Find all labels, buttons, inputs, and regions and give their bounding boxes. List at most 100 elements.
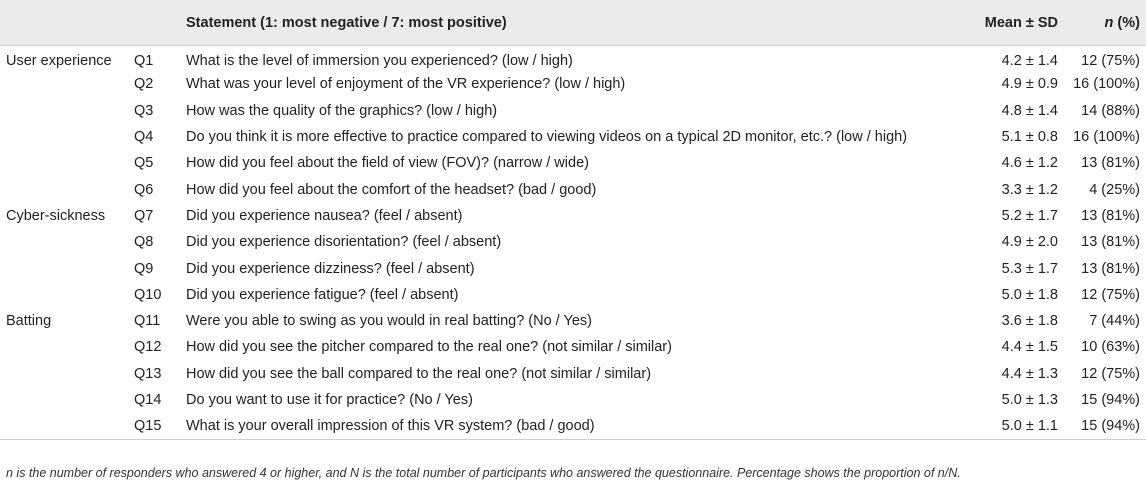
- row-statement: What was your level of enjoyment of the …: [186, 76, 626, 93]
- row-mean-sd: 5.0 ± 1.1: [962, 413, 1072, 440]
- row-question-id: Q7: [134, 207, 154, 224]
- row-statement: Were you able to swing as you would in r…: [186, 313, 592, 330]
- row-question-id: Q14: [134, 392, 162, 408]
- row-question-id: Q11: [134, 313, 161, 330]
- row-question-id: Q13: [134, 365, 162, 382]
- row-n-percent: 15 (94%): [1072, 413, 1146, 440]
- table-row: Q2 What was your level of enjoyment of th…: [0, 71, 1146, 97]
- table-footnote: n is the number of responders who answer…: [6, 466, 961, 480]
- row-mean-sd: 4.8 ± 1.4: [1001, 102, 1058, 119]
- row-statement: How did you see the ball compared to the…: [186, 365, 652, 382]
- table-row: Q15 What is your overall impression of th…: [0, 413, 1146, 440]
- row-mean-sd: 3.6 ± 1.8: [1001, 313, 1058, 330]
- row-question-id: Q4: [134, 129, 154, 146]
- header-mean-sd: Mean ± SD: [984, 14, 1058, 31]
- row-n-percent: 13 (81%): [1081, 207, 1140, 224]
- row-n-percent: 15 (94%): [1081, 392, 1140, 408]
- row-mean-sd: 4.9 ± 2.0: [1001, 234, 1058, 251]
- header-divider: [0, 45, 1146, 46]
- row-n-percent: 10 (63%): [1081, 339, 1140, 356]
- survey-table: Statement (1: most negative / 7: most po…: [0, 0, 1146, 440]
- row-question-id: Q10: [134, 286, 162, 303]
- row-category: [0, 282, 134, 308]
- row-mean-sd: 5.2 ± 1.7: [1001, 207, 1058, 224]
- row-n-percent: 4 (25%): [1089, 181, 1140, 198]
- row-mean-sd: 5.3 ± 1.7: [1001, 260, 1058, 277]
- row-question-id: Q5: [134, 155, 154, 172]
- header-n-suffix: (%): [1113, 14, 1140, 31]
- row-category: [0, 387, 134, 413]
- header-category: [0, 0, 134, 45]
- table-row: User experience Q1 What is the level of im…: [0, 45, 1146, 71]
- row-category: [0, 124, 134, 150]
- row-category: [0, 334, 134, 360]
- row-category: Cyber-sickness: [6, 207, 106, 224]
- row-mean-sd: 3.3 ± 1.2: [1001, 181, 1058, 198]
- table-row: Q4 Do you think it is more effective to p…: [0, 124, 1146, 150]
- row-question-id: Q12: [134, 339, 162, 356]
- row-mean-sd: 4.4 ± 1.3: [1001, 365, 1058, 382]
- row-statement: Do you think it is more effective to pra…: [186, 129, 908, 146]
- row-mean-sd: 4.9 ± 0.9: [1001, 76, 1058, 93]
- row-question-id: Q6: [134, 181, 154, 198]
- row-category: User experience: [6, 53, 112, 70]
- table-row: Q5 How did you feel about the field of vi…: [0, 150, 1146, 176]
- row-statement: Did you experience disorientation? (feel…: [186, 234, 502, 251]
- table-row: Q6 How did you feel about the comfort of …: [0, 176, 1146, 202]
- row-statement: How did you feel about the field of view…: [186, 155, 589, 172]
- row-category: [0, 176, 134, 202]
- row-n-percent: 13 (81%): [1081, 155, 1140, 172]
- table-body: User experience Q1 What is the level of im…: [0, 45, 1146, 440]
- row-question-id: Q9: [134, 260, 154, 277]
- row-mean-sd: 4.2 ± 1.4: [1001, 53, 1058, 70]
- header-n-italic: n: [1104, 14, 1114, 31]
- row-mean-sd: 5.0 ± 1.8: [1001, 286, 1058, 303]
- row-statement: What is your overall impression of this …: [184, 413, 962, 440]
- header-n-percent: n (%): [1072, 0, 1146, 45]
- row-statement: What is the level of immersion you exper…: [186, 53, 573, 70]
- table-row: Q12 How did you see the pitcher compared …: [0, 334, 1146, 360]
- row-category: [0, 150, 134, 176]
- row-n-percent: 7 (44%): [1089, 313, 1140, 330]
- row-statement: Did you experience fatigue? (feel / abse…: [186, 286, 459, 303]
- table-row: Q14 Do you want to use it for practice? (…: [0, 387, 1146, 413]
- row-statement: How did you see the pitcher compared to …: [186, 339, 672, 356]
- table-row: Q3 How was the quality of the graphics? (…: [0, 98, 1146, 124]
- row-mean-sd: 4.6 ± 1.2: [1001, 155, 1058, 172]
- table-row: Q9 Did you experience dizziness? (feel / …: [0, 255, 1146, 281]
- row-category: [0, 229, 134, 255]
- row-category: Batting: [6, 313, 52, 330]
- row-n-percent: 12 (75%): [1081, 365, 1140, 382]
- table-row: Batting Q11 Were you able to swing as you …: [0, 308, 1146, 334]
- table-row: Q8 Did you experience disorientation? (fe…: [0, 229, 1146, 255]
- row-question-id: Q2: [134, 76, 154, 93]
- row-n-percent: 12 (75%): [1081, 286, 1140, 303]
- table-row: Cyber-sickness Q7 Did you experience nause…: [0, 203, 1146, 229]
- row-n-percent: 16 (100%): [1073, 76, 1140, 93]
- table-row: Q10 Did you experience fatigue? (feel / a…: [0, 282, 1146, 308]
- row-category: [0, 413, 134, 440]
- row-statement: Did you experience dizziness? (feel / ab…: [186, 260, 475, 277]
- row-n-percent: 13 (81%): [1081, 234, 1140, 251]
- row-question-id: Q15: [134, 413, 184, 440]
- row-statement: Did you experience nausea? (feel / absen…: [186, 207, 463, 224]
- header-row: Statement (1: most negative / 7: most po…: [0, 0, 1146, 45]
- row-question-id: Q3: [134, 102, 154, 119]
- row-statement: How did you feel about the comfort of th…: [186, 181, 597, 198]
- row-statement: How was the quality of the graphics? (lo…: [186, 102, 498, 119]
- row-statement: Do you want to use it for practice? (No …: [186, 392, 473, 408]
- row-question-id: Q1: [134, 53, 154, 70]
- row-question-id: Q8: [134, 234, 154, 251]
- row-category: [0, 255, 134, 281]
- row-mean-sd: 5.1 ± 0.8: [1001, 129, 1058, 146]
- table-row: Q13 How did you see the ball compared to …: [0, 361, 1146, 387]
- row-category: [0, 71, 134, 97]
- row-mean-sd: 5.0 ± 1.3: [1001, 392, 1058, 408]
- header-statement: Statement (1: most negative / 7: most po…: [186, 14, 507, 31]
- row-category: [0, 361, 134, 387]
- row-n-percent: 14 (88%): [1081, 102, 1140, 119]
- row-category: [0, 98, 134, 124]
- row-n-percent: 16 (100%): [1073, 129, 1140, 146]
- row-mean-sd: 4.4 ± 1.5: [1001, 339, 1058, 356]
